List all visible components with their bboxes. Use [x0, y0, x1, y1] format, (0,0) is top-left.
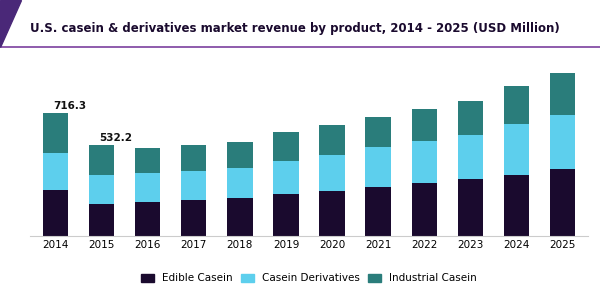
Bar	[89, 145, 114, 175]
Bar	[181, 200, 206, 236]
Bar	[458, 179, 483, 236]
Bar	[181, 145, 206, 171]
Legend: Edible Casein, Casein Derivatives, Industrial Casein: Edible Casein, Casein Derivatives, Indus…	[139, 271, 479, 286]
Bar	[550, 73, 575, 114]
Bar	[319, 191, 345, 236]
Text: 716.3: 716.3	[53, 101, 86, 112]
Bar	[89, 175, 114, 204]
Bar	[550, 114, 575, 169]
Text: U.S. casein & derivatives market revenue by product, 2014 - 2025 (USD Million): U.S. casein & derivatives market revenue…	[30, 22, 560, 35]
Bar	[412, 141, 437, 183]
Bar	[273, 132, 299, 161]
Bar	[135, 148, 160, 173]
Bar	[273, 161, 299, 194]
Bar	[227, 198, 253, 236]
Bar	[43, 190, 68, 236]
Bar	[458, 135, 483, 179]
Bar	[550, 169, 575, 236]
Bar	[319, 155, 345, 191]
Bar	[365, 187, 391, 236]
Bar	[412, 183, 437, 236]
Bar	[365, 117, 391, 147]
Bar	[181, 171, 206, 200]
Bar	[504, 86, 529, 124]
Bar	[319, 125, 345, 155]
Bar	[43, 114, 68, 153]
Text: 532.2: 532.2	[99, 133, 132, 143]
Bar	[227, 142, 253, 168]
Bar	[89, 204, 114, 236]
Bar	[227, 168, 253, 198]
Bar	[365, 147, 391, 187]
Bar	[135, 173, 160, 202]
Bar	[273, 194, 299, 236]
Bar	[504, 175, 529, 236]
Bar	[135, 202, 160, 236]
Bar	[43, 153, 68, 190]
Bar	[504, 124, 529, 175]
Bar	[412, 109, 437, 141]
Bar	[458, 101, 483, 135]
